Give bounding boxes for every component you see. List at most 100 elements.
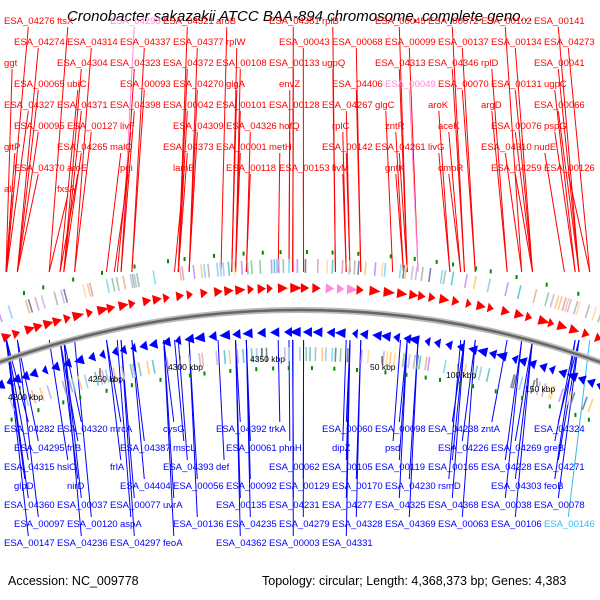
- forward-gene-label: ESA_04274: [14, 37, 65, 48]
- reverse-gene-label: ESA_00078: [534, 500, 585, 511]
- reverse-gene-label: ESA_00105: [322, 462, 373, 473]
- feature-tracks: [0, 250, 600, 422]
- label-connector: [74, 339, 92, 518]
- reverse-gene-label: ESA_00098: [375, 424, 426, 435]
- cog-dot: [545, 282, 548, 287]
- reverse-gene-label: phnH: [279, 443, 302, 454]
- reverse-gene-label: ESA_04387: [120, 443, 171, 454]
- forward-gene-label: ESA_00127: [67, 121, 118, 132]
- label-connector: [120, 68, 135, 273]
- reverse-cog-band: [388, 351, 392, 366]
- reverse-cog-band: [547, 384, 554, 399]
- label-connector: [105, 339, 122, 423]
- reverse-gene-label: ESA_04226: [438, 443, 489, 454]
- label-connector: [461, 339, 476, 518]
- forward-cog-band: [152, 270, 157, 285]
- cog-dot: [188, 373, 191, 378]
- label-connector: [408, 339, 419, 518]
- reverse-gene-label: rsmD: [438, 481, 461, 492]
- reverse-gene-label: ESA_00097: [14, 519, 65, 530]
- reverse-gene-label: psd: [385, 443, 400, 454]
- cog-dot: [130, 383, 133, 388]
- forward-gene-label: ESA_04377: [173, 37, 224, 48]
- label-connector: [451, 68, 465, 273]
- forward-gene-label: hofQ: [279, 121, 300, 132]
- forward-gene-label: ESA_00043: [279, 37, 330, 48]
- forward-gene-label: ESA_04381: [269, 16, 320, 27]
- reverse-gene-arrow: [408, 335, 420, 346]
- label-connector: [245, 339, 251, 518]
- forward-gene-arrow: [62, 314, 71, 324]
- label-connector: [220, 26, 228, 273]
- forward-gene-arrow: [117, 301, 129, 312]
- reverse-gene-label: uvrA: [163, 500, 183, 511]
- forward-gene-arrow: [24, 325, 35, 336]
- label-connector: [557, 110, 580, 273]
- forward-cog-band: [40, 295, 46, 309]
- reverse-gene-label: ESA_04279: [279, 519, 330, 530]
- cog-dot: [133, 264, 136, 269]
- forward-cog-band: [227, 261, 231, 276]
- cog-dot: [413, 256, 416, 261]
- forward-gene-arrow: [266, 283, 273, 294]
- reverse-gene-arrow: [119, 344, 128, 355]
- label-connector: [514, 173, 534, 273]
- forward-cog-band: [133, 273, 138, 288]
- reverse-gene-label: frlB: [67, 443, 81, 454]
- reverse-gene-arrow: [381, 331, 392, 342]
- label-connector: [345, 339, 351, 537]
- cog-dot: [494, 389, 497, 394]
- forward-gene-arrow: [11, 329, 21, 340]
- forward-gene-label: ESA_00133: [269, 58, 320, 69]
- reverse-gene-label: ESA_00135: [216, 500, 267, 511]
- reverse-gene-label: ESA_04303: [491, 481, 542, 492]
- reverse-gene-label: ESA_00056: [173, 481, 224, 492]
- reverse-cog-band: [485, 368, 491, 383]
- forward-cog-band: [532, 289, 538, 303]
- cog-dot: [10, 417, 13, 422]
- forward-gene-label: aroB: [216, 16, 236, 27]
- label-connector: [448, 339, 462, 480]
- label-connector: [131, 89, 145, 273]
- label-connector: [277, 339, 281, 423]
- forward-gene-label: argD: [481, 100, 502, 111]
- backbone-line: [0, 308, 600, 364]
- forward-gene-arrow: [428, 292, 436, 303]
- cog-dot: [474, 266, 477, 271]
- forward-gene-label: ESA_04276: [4, 16, 55, 27]
- label-connector: [6, 26, 29, 273]
- reverse-cog-band: [83, 374, 89, 389]
- reverse-gene-arrow: [518, 357, 528, 367]
- reverse-gene-arrow: [242, 328, 253, 339]
- forward-gene-label: glgA: [226, 79, 246, 90]
- forward-gene-label: ESA_04370: [14, 163, 65, 174]
- label-connector: [355, 89, 362, 273]
- scale-tick-label: 100 kbp: [446, 370, 477, 380]
- reverse-gene-label: ESA_00120: [67, 519, 118, 530]
- cog-dot: [355, 367, 358, 372]
- reverse-gene-label: ESA_00165: [428, 462, 479, 473]
- forward-cog-band: [259, 259, 262, 274]
- label-connector: [288, 131, 291, 273]
- label-connector: [355, 339, 362, 518]
- reverse-gene-label: ESA_00147: [4, 538, 55, 549]
- reverse-gene-label: dipZ: [332, 443, 351, 454]
- label-connector: [188, 339, 198, 518]
- reverse-gene-arrow: [232, 329, 241, 340]
- label-connector: [345, 152, 351, 273]
- reverse-cog-band: [331, 347, 334, 362]
- forward-cog-band: [364, 261, 367, 276]
- scale-tick-label: 4200 kbp: [8, 392, 43, 402]
- scale-tick-label: 4350 kbp: [250, 354, 285, 364]
- reverse-gene-label: ESA_00129: [279, 481, 330, 492]
- reverse-gene-label: ESA_04368: [428, 500, 479, 511]
- label-connector: [557, 339, 580, 499]
- label-connector: [163, 339, 175, 423]
- forward-cog-band: [584, 304, 591, 319]
- label-connector: [554, 339, 576, 442]
- reverse-gene-arrow: [6, 376, 15, 386]
- reverse-cog-band: [346, 348, 349, 363]
- reverse-gene-arrow: [184, 333, 195, 344]
- forward-gene-label: aroE: [67, 163, 87, 174]
